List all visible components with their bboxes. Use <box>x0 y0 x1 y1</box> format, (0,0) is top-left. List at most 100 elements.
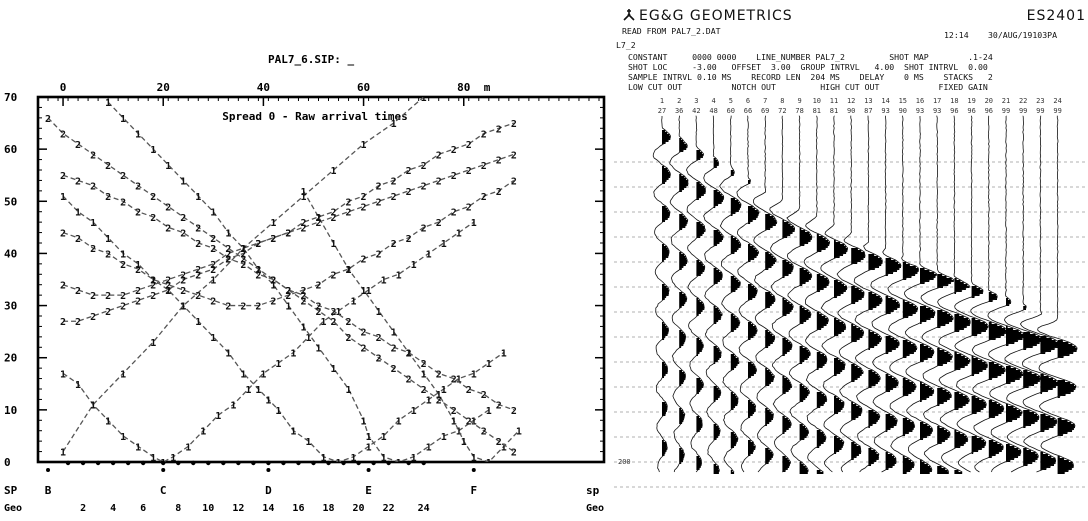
arrival-marker-1: 1 <box>456 229 462 240</box>
arrival-marker-1: 1 <box>225 229 231 240</box>
geophone-dot <box>386 460 391 466</box>
arrival-marker-1: 1 <box>230 401 236 412</box>
arrival-marker-1: 1 <box>245 385 251 396</box>
channel-number: 12 <box>847 97 855 105</box>
file-id: L7_2 <box>616 40 636 50</box>
arrival-marker-1: 1 <box>396 416 402 427</box>
arrival-marker-2: 2 <box>270 234 276 245</box>
geophone-label: 2 <box>80 503 86 514</box>
arrival-marker-2: 2 <box>210 244 216 255</box>
trace-fill <box>937 274 954 474</box>
channel-gain: 87 <box>864 107 872 115</box>
shot-point-marker <box>471 468 476 472</box>
arrival-marker-1: 1 <box>60 448 66 459</box>
arrival-marker-2: 2 <box>406 166 412 177</box>
arrival-marker-2: 2 <box>240 255 246 266</box>
arrival-marker-2: 2 <box>60 171 66 182</box>
arrival-marker-1: 1 <box>471 416 477 427</box>
channel-gain: 27 <box>658 107 666 115</box>
trace-fill <box>679 138 689 464</box>
geophone-dot <box>161 460 166 466</box>
geophone-dot <box>406 460 411 466</box>
trace-fill <box>1040 336 1060 470</box>
arrival-marker-2: 2 <box>135 286 141 297</box>
arrival-marker-2: 2 <box>511 176 517 187</box>
geo-row-end-label: Geo <box>586 503 604 514</box>
arrival-marker-2: 2 <box>225 255 231 266</box>
geophone-label: 12 <box>232 503 244 514</box>
arrival-marker-1: 1 <box>150 453 156 464</box>
arrival-marker-2: 2 <box>496 124 502 135</box>
arrival-marker-2: 2 <box>225 244 231 255</box>
arrival-marker-2: 2 <box>331 208 337 219</box>
geophone-dot <box>236 460 241 466</box>
shot-point-label: B <box>45 484 52 497</box>
arrival-marker-2: 2 <box>496 156 502 167</box>
trace-4 <box>703 115 725 473</box>
arrival-marker-2: 2 <box>135 265 141 276</box>
arrival-marker-2: 2 <box>225 302 231 313</box>
arrival-marker-2: 2 <box>255 239 261 250</box>
arrival-marker-2: 2 <box>511 150 517 161</box>
arrival-marker-2: 2 <box>300 296 306 307</box>
arrival-marker-2: 2 <box>391 176 397 187</box>
arrival-marker-1: 1 <box>391 328 397 339</box>
arrival-marker-2: 2 <box>346 197 352 208</box>
y-tick-label: 60 <box>4 143 17 156</box>
arrival-marker-2: 2 <box>451 375 457 386</box>
arrival-marker-2: 2 <box>255 265 261 276</box>
arrival-marker-2: 2 <box>406 349 412 360</box>
arrival-marker-2: 2 <box>150 291 156 302</box>
arrival-marker-2: 2 <box>135 208 141 219</box>
arrival-marker-1: 1 <box>120 114 126 125</box>
trace-fill <box>782 220 795 472</box>
arrival-marker-1: 1 <box>376 307 382 318</box>
arrival-marker-2: 2 <box>240 302 246 313</box>
arrival-marker-1: 1 <box>275 406 281 417</box>
channel-gain: 72 <box>778 107 786 115</box>
arrival-marker-2: 2 <box>120 171 126 182</box>
arrival-marker-1: 1 <box>461 437 467 448</box>
arrival-marker-2: 2 <box>315 213 321 224</box>
geophone-dot <box>266 460 271 466</box>
trace-fill <box>954 278 971 474</box>
model-number: ES2401 <box>1026 8 1086 24</box>
channel-number: 20 <box>985 97 993 105</box>
arrival-marker-1: 1 <box>315 213 321 224</box>
arrival-marker-1: 1 <box>436 390 442 401</box>
arrival-marker-1: 1 <box>195 192 201 203</box>
trace-18 <box>937 115 971 473</box>
shot-point-label: C <box>160 484 167 497</box>
y-tick-label: 40 <box>4 247 17 260</box>
arrival-marker-2: 2 <box>75 286 81 297</box>
arrival-marker-2: 2 <box>195 270 201 281</box>
arrival-marker-2: 2 <box>120 260 126 271</box>
seismogram-traces: 1272363424485606667698729781081118112901… <box>614 97 1088 488</box>
arrival-marker-1: 1 <box>60 369 66 380</box>
arrival-marker-2: 2 <box>376 354 382 365</box>
channel-gain: 78 <box>795 107 803 115</box>
arrival-marker-1: 1 <box>180 302 186 313</box>
arrival-marker-1: 1 <box>165 161 171 172</box>
geophone-dot <box>176 460 181 466</box>
arrival-marker-1: 1 <box>456 427 462 438</box>
arrival-marker-1: 1 <box>305 437 311 448</box>
arrival-marker-2: 2 <box>466 203 472 214</box>
arrival-marker-1: 1 <box>451 416 457 427</box>
trace-21 <box>987 115 1025 473</box>
arrival-marker-2: 2 <box>466 416 472 427</box>
brand-name: EG&G GEOMETRICS <box>639 8 793 24</box>
channel-gain: 60 <box>727 107 735 115</box>
header-row-constant: CONSTANT 0000 0000 LINE_NUMBER PAL7_2 SH… <box>628 52 993 62</box>
arrival-marker-1: 1 <box>120 369 126 380</box>
arrival-marker-1: 1 <box>471 453 477 464</box>
arrival-marker-2: 2 <box>285 291 291 302</box>
trace-2 <box>669 115 689 473</box>
arrival-marker-2: 2 <box>60 229 66 240</box>
arrival-marker-2: 2 <box>361 343 367 354</box>
arrival-marker-2: 2 <box>406 375 412 386</box>
shot-point-label: D <box>265 484 272 497</box>
arrival-marker-2: 2 <box>436 218 442 229</box>
geophone-dot <box>251 460 256 466</box>
arrival-marker-2: 2 <box>225 255 231 266</box>
